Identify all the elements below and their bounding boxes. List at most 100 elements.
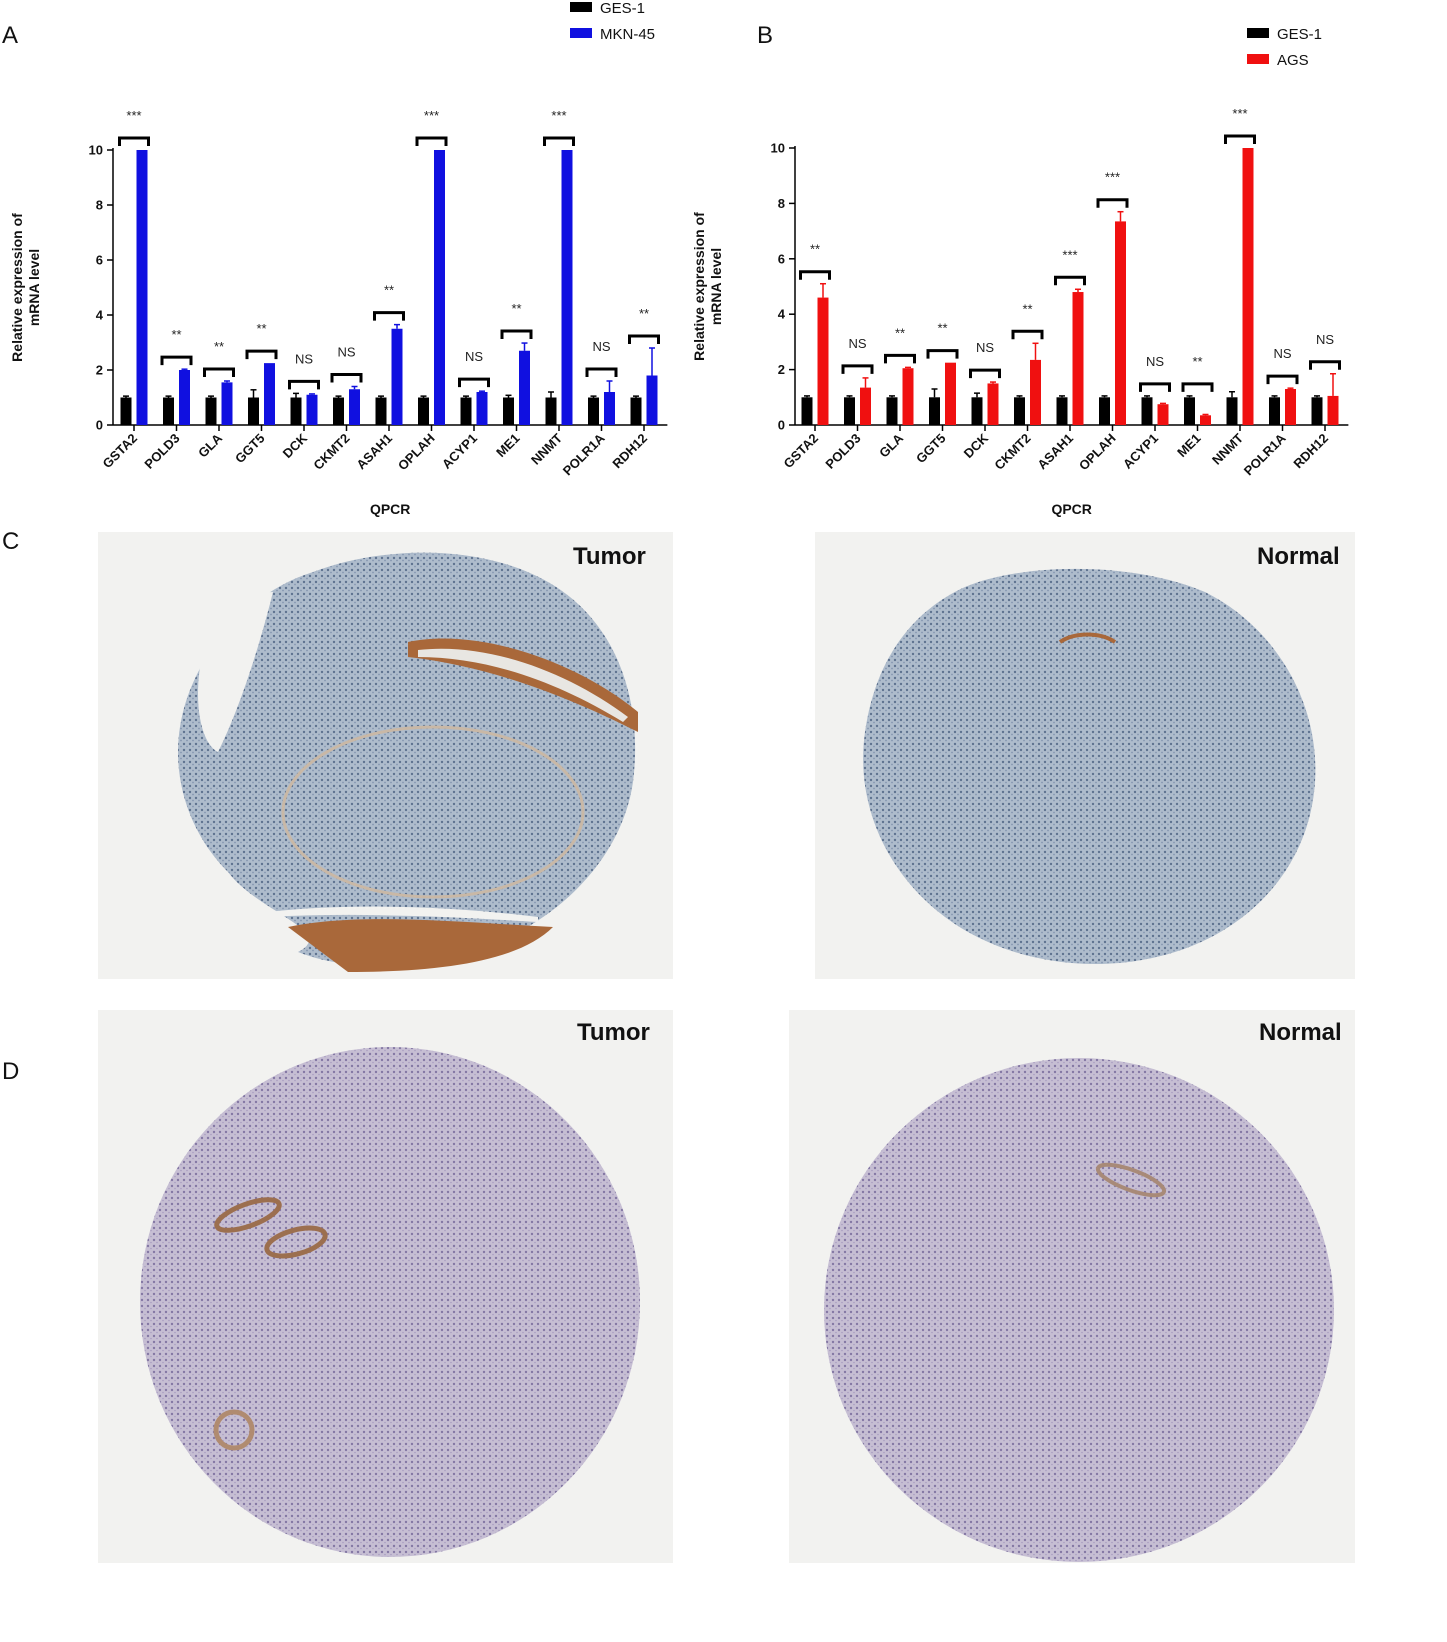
y-tick-label: 4 (96, 308, 104, 323)
significance-label: NS (1273, 346, 1291, 361)
significance-label: ** (1192, 354, 1202, 369)
significance-bracket (160, 355, 193, 366)
significance-label: *** (551, 108, 566, 123)
bar-ags (1157, 404, 1169, 425)
significance-label: *** (1232, 106, 1247, 121)
tissue-image-c-normal (815, 532, 1355, 979)
bar-ges-1 (460, 397, 472, 425)
y-tick-label: 8 (778, 196, 785, 211)
significance-label: NS (848, 336, 866, 351)
bar-ges-1 (1226, 397, 1238, 425)
legend-label-ags: AGS (1277, 52, 1309, 69)
bar-ges-1 (163, 397, 174, 425)
bar-mkn-45 (349, 389, 360, 425)
bar-ags (1200, 415, 1211, 425)
category-label: NNMT (528, 430, 565, 467)
bar-ges-1 (1269, 397, 1280, 425)
label-d-tumor: Tumor (577, 1019, 650, 1046)
bar-ges-1 (1056, 397, 1068, 425)
significance-bracket (628, 334, 660, 344)
category-label: GGT5 (232, 431, 268, 467)
significance-bracket (926, 349, 959, 359)
category-label: POLD3 (822, 431, 863, 472)
significance-bracket (969, 368, 1001, 379)
category-label: NNMT (1209, 430, 1246, 467)
bar-ges-1 (1014, 397, 1025, 425)
category-label: GLA (195, 430, 225, 460)
panel-letter-c: C (2, 528, 20, 555)
bar-ges-1 (1311, 397, 1323, 425)
category-label: ACYP1 (439, 431, 480, 472)
bar-mkn-45 (391, 328, 403, 425)
bar-mkn-45 (561, 150, 573, 425)
y-tick-label: 10 (771, 141, 785, 156)
category-label: OPLAH (395, 431, 438, 474)
category-label: POLR1A (1241, 430, 1289, 478)
significance-bracket (1139, 382, 1171, 392)
legend-label-ges-1: GES-1 (600, 0, 645, 17)
significance-label: NS (337, 345, 355, 360)
significance-label: ** (511, 301, 521, 316)
significance-bracket (543, 136, 575, 146)
bar-ags (1327, 395, 1339, 425)
bar-ges-1 (120, 397, 132, 425)
bar-ges-1 (929, 397, 940, 425)
significance-label: ** (895, 325, 905, 340)
bar-ags (987, 383, 999, 425)
legend-swatch-ags (1247, 54, 1269, 64)
significance-bracket (203, 367, 235, 377)
bar-ags (1285, 388, 1296, 425)
bar-ags (1115, 221, 1126, 425)
bar-ags (860, 387, 871, 425)
bar-ges-1 (333, 397, 344, 425)
significance-bracket (884, 353, 916, 364)
bar-ags (945, 362, 956, 425)
bar-ges-1 (418, 397, 429, 425)
significance-bracket (1181, 382, 1214, 392)
significance-label: NS (592, 339, 610, 354)
y-axis-title-line-2: mRNA level (26, 249, 42, 326)
category-label: ASAH1 (1034, 431, 1076, 473)
label-d-normal: Normal (1259, 1019, 1342, 1046)
significance-label: ** (639, 306, 649, 321)
tissue-core-shape (863, 568, 1316, 965)
category-label: ME1 (493, 431, 523, 461)
bar-ags (1072, 292, 1084, 425)
category-label: CKMT2 (991, 431, 1033, 473)
significance-bracket (799, 270, 831, 280)
category-label: ME1 (1174, 431, 1204, 461)
bar-mkn-45 (476, 392, 488, 425)
category-label: ASAH1 (353, 431, 395, 473)
bar-mkn-45 (306, 394, 318, 425)
bar-ges-1 (1099, 397, 1110, 425)
y-axis-title: Relative expression of mRNA level (9, 213, 42, 362)
label-c-tumor: Tumor (573, 543, 646, 570)
bar-chart-a: 0 2 4 6 8 10 *** GSTA2 ** POLD3 ** GLA ** GGT5 NS DCK NS… (9, 0, 668, 517)
x-axis-title: QPCR (1051, 501, 1091, 517)
bar-mkn-45 (264, 363, 275, 425)
bar-mkn-45 (221, 382, 233, 425)
significance-bracket (118, 136, 150, 146)
significance-bracket (585, 367, 618, 377)
bar-ges-1 (1184, 397, 1195, 425)
tissue-core-shape (824, 1058, 1334, 1562)
bar-ges-1 (971, 397, 983, 425)
legend-label-mkn-45: MKN-45 (600, 26, 655, 43)
y-tick-label: 8 (96, 198, 103, 213)
significance-bracket (1011, 329, 1044, 340)
bar-ges-1 (248, 397, 259, 425)
category-label: POLR1A (560, 430, 608, 478)
y-tick-label: 2 (778, 362, 785, 377)
significance-bracket (841, 364, 874, 374)
bar-mkn-45 (434, 150, 445, 425)
bar-ges-1 (588, 397, 599, 425)
significance-label: NS (1316, 332, 1334, 347)
bar-mkn-45 (646, 375, 658, 425)
bar-ges-1 (545, 397, 557, 425)
bar-ges-1 (844, 397, 855, 425)
bar-ges-1 (630, 397, 642, 425)
category-label: OPLAH (1076, 431, 1119, 474)
y-tick-label: 0 (778, 418, 785, 433)
significance-label: ** (937, 321, 947, 336)
legend-swatch-ges-1 (570, 2, 592, 12)
